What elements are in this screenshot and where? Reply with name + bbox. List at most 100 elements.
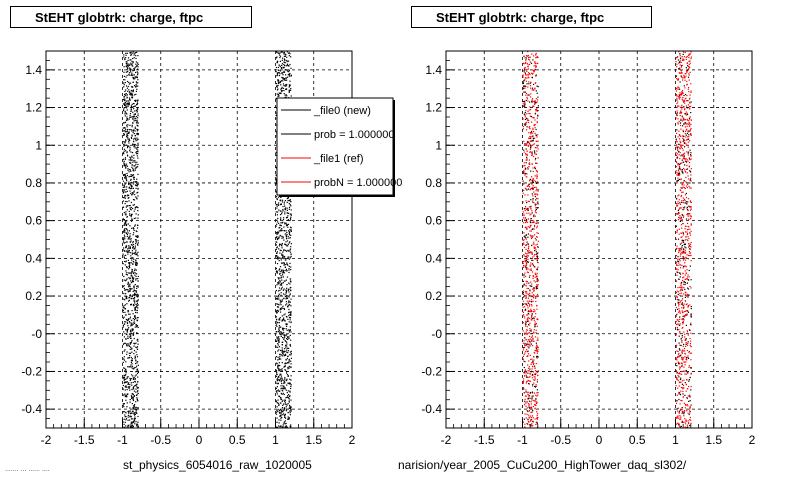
data-point <box>531 313 533 315</box>
data-point <box>678 417 680 419</box>
data-point <box>134 161 136 163</box>
data-point <box>280 199 282 201</box>
data-point <box>124 378 126 380</box>
data-point <box>124 321 126 323</box>
data-point <box>286 216 288 218</box>
data-point <box>277 74 279 76</box>
data-point <box>531 183 533 185</box>
data-point <box>537 256 539 258</box>
data-point <box>125 297 128 299</box>
data-point <box>528 126 530 128</box>
data-point <box>528 58 530 60</box>
data-point <box>137 79 139 81</box>
data-point <box>534 336 537 338</box>
data-point <box>535 239 537 241</box>
data-point <box>688 226 690 228</box>
data-point <box>532 59 534 61</box>
data-point <box>276 236 278 238</box>
data-point <box>536 293 539 296</box>
data-point <box>131 310 133 312</box>
data-point <box>524 400 526 402</box>
data-point <box>136 236 139 238</box>
data-point <box>525 248 527 250</box>
data-point <box>128 205 130 207</box>
data-point <box>680 61 682 64</box>
data-point <box>126 130 129 132</box>
data-point <box>278 71 280 74</box>
data-point <box>684 262 686 264</box>
data-point <box>290 253 292 255</box>
data-point <box>136 362 138 364</box>
data-point <box>276 251 278 253</box>
data-point <box>127 283 129 285</box>
data-point <box>124 231 126 233</box>
data-point <box>135 140 137 142</box>
data-point <box>130 366 132 368</box>
data-point <box>123 275 125 278</box>
data-point <box>688 351 690 353</box>
data-point <box>127 132 129 134</box>
data-point <box>134 76 136 78</box>
data-point <box>284 211 286 213</box>
data-point <box>686 371 688 373</box>
data-point <box>135 342 137 344</box>
data-point <box>276 271 279 273</box>
data-point <box>275 289 277 292</box>
data-point <box>289 334 291 336</box>
data-point <box>133 353 135 355</box>
data-point <box>133 386 135 388</box>
data-point <box>287 76 289 78</box>
data-point <box>123 185 125 187</box>
data-point <box>280 354 282 356</box>
data-point <box>677 291 680 293</box>
data-point <box>523 353 525 356</box>
data-point <box>283 53 285 55</box>
data-point <box>536 236 538 238</box>
data-point <box>524 395 526 397</box>
data-point <box>279 81 281 83</box>
data-point <box>689 338 691 340</box>
data-point <box>284 401 286 403</box>
data-point <box>287 230 290 232</box>
data-point <box>275 174 277 176</box>
data-point <box>532 185 534 187</box>
data-point <box>286 59 288 62</box>
data-point <box>677 361 679 363</box>
data-point <box>276 338 278 340</box>
data-point <box>129 313 131 315</box>
data-point <box>275 387 277 389</box>
data-point <box>534 61 536 63</box>
data-point <box>690 340 692 342</box>
data-point <box>525 395 527 397</box>
data-point <box>290 379 292 381</box>
data-point <box>683 387 685 389</box>
data-point <box>131 397 133 399</box>
data-point <box>683 119 686 121</box>
data-point <box>681 91 684 93</box>
data-point <box>124 416 126 418</box>
data-point <box>531 395 533 397</box>
data-point <box>536 272 538 274</box>
data-point <box>125 288 127 291</box>
data-point <box>534 281 536 283</box>
data-point <box>685 373 687 375</box>
data-point <box>124 58 126 61</box>
data-point <box>125 370 127 373</box>
data-point <box>125 165 127 167</box>
data-point <box>682 89 684 92</box>
data-point <box>685 136 687 138</box>
data-point <box>127 128 129 131</box>
data-point <box>129 352 131 354</box>
data-point <box>131 73 133 75</box>
data-point <box>133 406 135 408</box>
data-point <box>137 243 139 245</box>
data-point <box>125 95 127 97</box>
data-point <box>132 122 134 124</box>
data-point <box>279 55 282 57</box>
data-point <box>676 66 678 68</box>
data-point <box>284 223 286 225</box>
data-point <box>136 155 138 157</box>
data-point <box>281 410 283 412</box>
data-point <box>684 97 687 100</box>
data-point <box>534 418 536 420</box>
